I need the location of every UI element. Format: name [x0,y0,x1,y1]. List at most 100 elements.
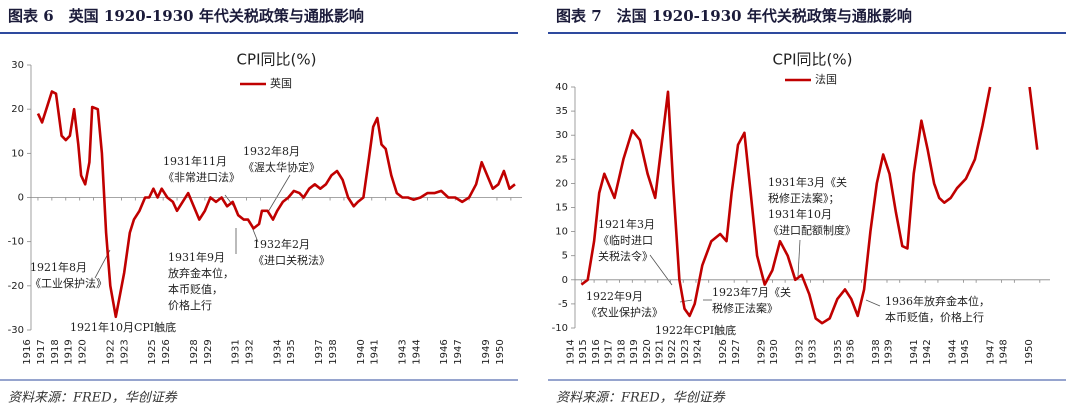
annotation: 1931年11月 [163,154,227,168]
x-tick-label: 1922 [105,339,116,364]
x-tick-label: 1946 [439,339,450,364]
annotation: 1922年9月 [586,289,643,303]
x-tick-label: 1916 [591,339,602,364]
x-tick-label: 1937 [314,339,325,364]
x-tick-label: 1922 [667,339,678,364]
x-tick-label: 1927 [731,339,742,364]
annotation: 税修正法案》 [712,301,778,315]
arrow [797,239,801,277]
y-tick-label: 15 [555,203,568,214]
annotation: 《农业保护法》 [586,305,663,319]
x-tick-label: 1935 [833,339,844,364]
y-tick-label: 10 [11,148,24,159]
y-tick-label: 0 [562,275,568,286]
annotation: 《渥太华协定》 [243,160,320,174]
x-tick-label: 1918 [616,339,627,364]
annotation: 本币贬值， [168,282,223,296]
annotation: 1932年8月 [243,144,300,158]
annotation: 《工业保护法》 [30,276,107,290]
y-tick-label: -10 [8,237,24,248]
x-tick-label: 1941 [370,339,381,364]
legend-label: 英国 [270,76,292,90]
x-tick-label: 1920 [642,339,653,364]
annotation: 1932年2月 [253,237,310,251]
series-line [36,90,516,319]
x-tick-label: 1938 [328,339,339,364]
y-tick-label: -20 [8,281,24,292]
x-tick-label: 1925 [147,339,158,364]
x-tick-label: 1914 [565,339,576,364]
x-tick-label: 1948 [998,339,1009,364]
y-tick-label: 10 [555,227,568,238]
y-tick-label: 40 [555,82,568,93]
x-tick-label: 1920 [78,339,89,364]
x-tick-label: 1934 [272,339,283,364]
x-tick-label: 1918 [50,339,61,364]
annotation: 1931年10月 [768,207,832,221]
x-tick-label: 1945 [960,339,971,364]
annotation: 《非常进口法》 [163,170,240,184]
source: 资料来源：FRED，华创证券 [8,391,178,406]
x-tick-label: 1933 [807,339,818,364]
x-tick-label: 1924 [693,339,704,364]
x-tick-label: 1929 [203,339,214,364]
x-tick-label: 1928 [189,339,200,364]
x-tick-label: 1938 [871,339,882,364]
source: 资料来源：FRED，华创证券 [556,391,726,406]
y-tick-label: -30 [8,325,24,336]
annotation: 本币贬值，价格上行 [885,310,984,324]
annotation: 1936年放弃金本位， [885,294,990,308]
arrow [865,299,881,307]
x-tick-label: 1940 [356,339,367,364]
x-tick-label: 1926 [161,339,172,364]
annotation: 《进口关税法》 [253,253,330,267]
x-tick-label: 1923 [119,339,130,364]
annotation: 1923年7月《关 [712,285,791,299]
arrow [267,174,291,213]
annotation: 1921年3月 [598,217,655,231]
x-tick-label: 1919 [64,339,75,364]
x-tick-label: 1935 [286,339,297,364]
x-tick-label: 1949 [481,339,492,364]
x-tick-label: 1929 [756,339,767,364]
x-tick-label: 1943 [398,339,409,364]
x-tick-label: 1932 [795,339,806,364]
x-tick-label: 1936 [846,339,857,364]
annotation: 1921年8月 [30,260,87,274]
legend-label: 法国 [815,72,837,86]
chart-title: CPI同比(%) [237,51,317,69]
x-tick-label: 1916 [22,339,33,364]
annotation: 1922年CPI触底 [655,323,736,337]
x-tick-label: 1926 [718,339,729,364]
x-tick-label: 1944 [947,339,958,364]
x-tick-label: 1930 [769,339,780,364]
x-tick-label: 1921 [655,339,666,364]
x-tick-label: 1941 [909,339,920,364]
y-tick-label: 25 [555,154,568,165]
y-tick-label: 0 [18,193,24,204]
annotation: 税修正法案》； [768,191,840,205]
annotation: 《临时进口 [598,233,653,247]
series-line [580,86,1039,325]
y-tick-label: -5 [558,299,568,310]
figure-title: 图表 6 英国 1920-1930 年代关税政策与通胀影响 [8,7,364,25]
annotation: 《进口配额制度》 [768,223,856,237]
x-tick-label: 1947 [986,339,997,364]
y-tick-label: 20 [11,104,24,115]
arrow [649,254,673,286]
x-tick-label: 1942 [922,339,933,364]
x-tick-label: 1923 [680,339,691,364]
x-tick-label: 1915 [578,339,589,364]
figure-title: 图表 7 法国 1920-1930 年代关税政策与通胀影响 [556,7,912,25]
y-tick-label: 30 [11,60,24,71]
x-tick-label: 1919 [629,339,640,364]
annotation: 1931年3月《关 [768,175,847,189]
x-tick-label: 1939 [884,339,895,364]
x-tick-label: 1950 [495,339,506,364]
x-tick-label: 1932 [245,339,256,364]
y-tick-label: 30 [555,130,568,141]
annotation: 关税法令》 [598,249,653,263]
annotation: 放弃金本位， [168,266,234,280]
